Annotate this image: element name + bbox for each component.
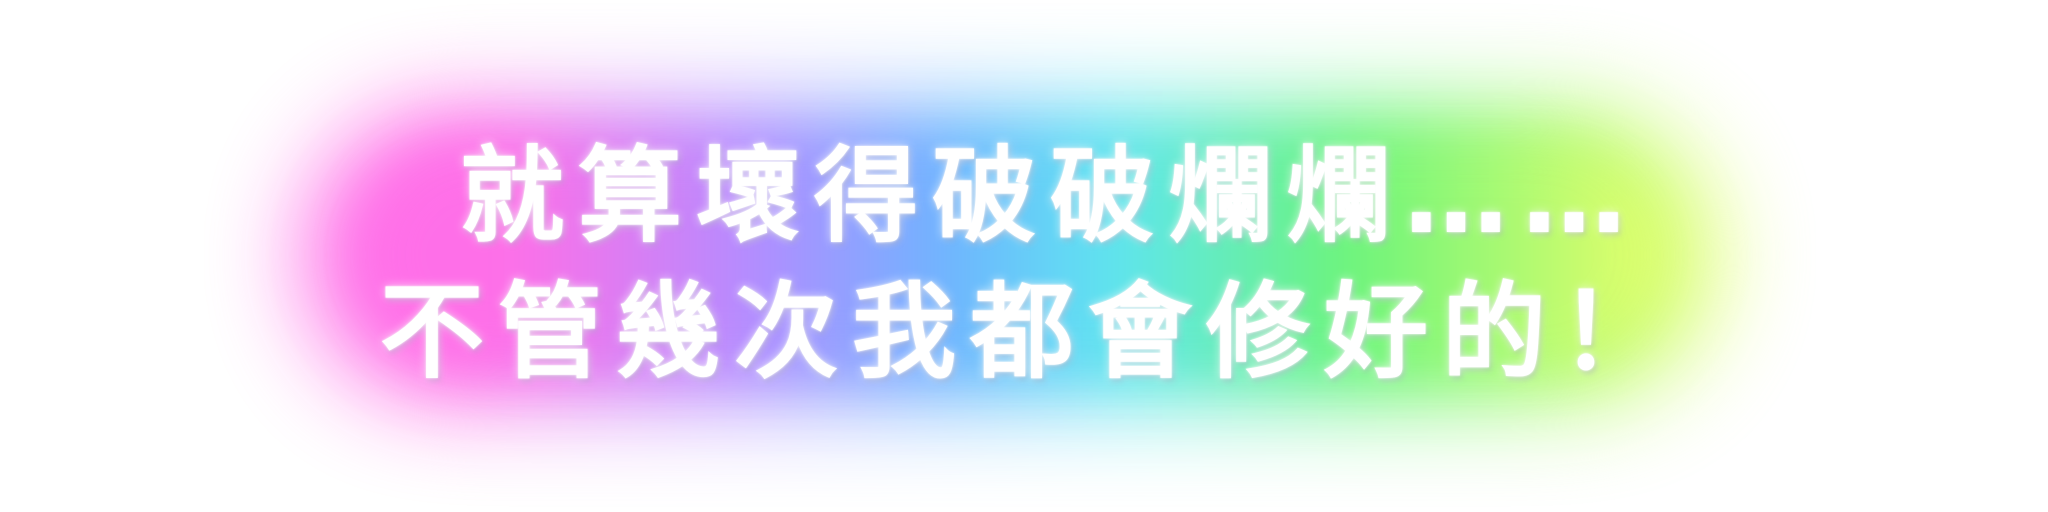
caption-line-1: 就算壞得破破爛爛…… <box>459 135 1640 257</box>
caption-line-2: 不管幾次我都會修好的！ <box>379 271 1678 393</box>
caption-text: 就算壞得破破爛爛…… 不管幾次我都會修好的！ <box>0 128 2048 400</box>
rainbow-glow-core <box>360 140 1660 370</box>
